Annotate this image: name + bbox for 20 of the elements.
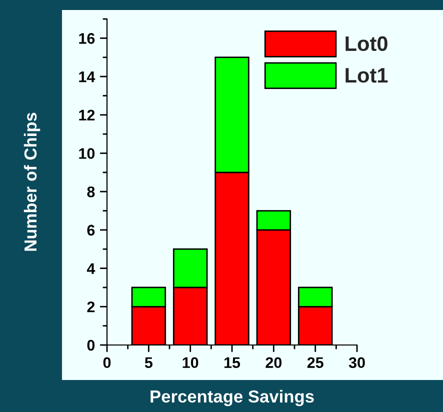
y-tick-label: 14: [79, 72, 96, 82]
y-axis-title: Number of Chips: [24, 112, 40, 251]
x-axis-title: Percentage Savings: [150, 390, 314, 406]
x-tick-label: 25: [307, 357, 324, 368]
x-tick-label: 5: [144, 357, 152, 368]
x-tick-label: 10: [182, 357, 198, 368]
y-tick-label: 10: [79, 148, 95, 159]
x-tick-label: 30: [348, 357, 365, 368]
y-tick-label: 8: [87, 186, 95, 198]
y-tick-label: 6: [87, 224, 95, 236]
y-tick-label: 16: [79, 33, 95, 44]
legend-label: Lot1: [346, 68, 388, 83]
x-tick-label: 20: [266, 357, 282, 368]
y-tick-label: 12: [79, 110, 95, 120]
x-tick-label: 0: [103, 357, 111, 368]
y-tick-label: 0: [87, 340, 95, 351]
x-tick-label: 15: [224, 357, 240, 368]
y-tick-label: 4: [86, 263, 96, 274]
legend-label: Lot0: [346, 36, 388, 52]
y-tick-label: 2: [87, 302, 95, 312]
